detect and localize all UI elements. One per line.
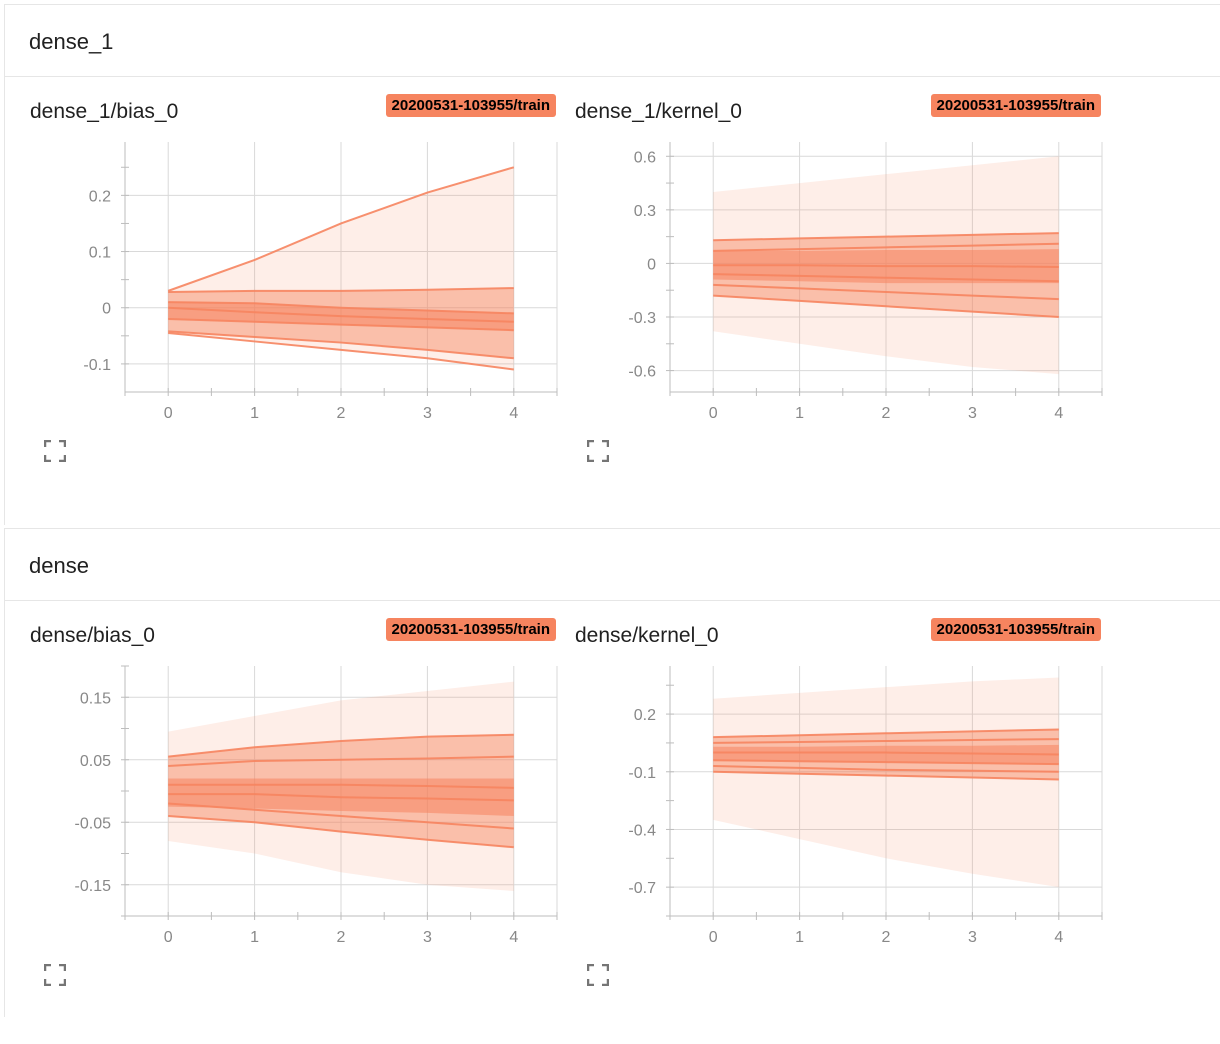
percentile-line	[168, 755, 514, 767]
percentile-line	[713, 728, 1059, 739]
percentile-line	[168, 287, 514, 293]
fullscreen-icon[interactable]	[587, 964, 609, 986]
histogram-chart: 0.2 -0.1 -0.4 -0.7 0 1 2 3 4	[628, 666, 1103, 946]
x-tick-label: 3	[968, 405, 977, 422]
run-badge: 20200531-103955/train	[385, 94, 556, 117]
chart-card: dense_1/kernel_0 20200531-103955/train 0…	[575, 94, 1115, 520]
x-tick-label: 2	[882, 929, 891, 946]
x-tick-label: 1	[250, 929, 259, 946]
chart-title: dense_1/kernel_0	[575, 100, 742, 123]
x-tick-label: 2	[882, 405, 891, 422]
section-title: dense_1	[29, 29, 114, 54]
x-tick-label: 1	[795, 929, 804, 946]
run-badge: 20200531-103955/train	[930, 94, 1101, 117]
section-header[interactable]: dense_1	[5, 5, 1220, 77]
percentile-line	[168, 317, 514, 332]
percentile-line	[713, 283, 1059, 301]
section-dense: dense	[4, 528, 1220, 1017]
chart-title: dense/bias_0	[30, 624, 155, 647]
percentile-line	[713, 294, 1059, 318]
percentile-line	[713, 242, 1059, 252]
percentile-line	[168, 306, 514, 323]
x-tick-label: 2	[337, 405, 346, 422]
fullscreen-icon[interactable]	[44, 964, 66, 986]
x-tick-label: 0	[164, 405, 173, 422]
chart-title: dense/kernel_0	[575, 624, 719, 647]
x-tick-label: 4	[509, 405, 518, 422]
percentile-line	[713, 738, 1059, 744]
x-tick-label: 4	[509, 929, 518, 946]
percentile-line	[167, 166, 515, 292]
y-tick-label: 0.2	[89, 188, 111, 205]
chart-title: dense_1/bias_0	[30, 100, 179, 123]
percentile-line	[713, 273, 1059, 283]
x-tick-label: 1	[250, 405, 259, 422]
percentile-line	[168, 332, 514, 371]
fullscreen-icon[interactable]	[587, 440, 609, 462]
chart-card: dense_1/bias_0 20200531-103955/train 0.2…	[30, 94, 570, 520]
section-header[interactable]: dense	[5, 529, 1220, 601]
y-tick-label: -0.1	[83, 357, 111, 374]
percentile-line	[713, 751, 1059, 756]
histogram-chart: 0.2 0.1 0 -0.1 0 1 2 3 4	[83, 142, 558, 422]
y-tick-label: 0.15	[80, 690, 111, 707]
percentile-line	[168, 301, 514, 315]
percentile-line	[713, 759, 1059, 766]
percentile-line	[713, 765, 1059, 773]
percentile-line	[168, 330, 514, 360]
x-tick-label: 3	[423, 405, 432, 422]
percentile-line	[168, 793, 514, 802]
y-tick-label: -0.3	[628, 310, 656, 327]
percentile-line	[168, 783, 514, 789]
percentile-line	[713, 264, 1059, 268]
y-tick-label: 0.3	[634, 203, 656, 220]
percentile-line	[168, 802, 514, 830]
histogram-chart: 0.6 0.3 0 -0.3 -0.6 0 1 2 3 4	[628, 142, 1103, 422]
x-tick-label: 4	[1054, 929, 1063, 946]
x-tick-label: 1	[795, 405, 804, 422]
y-tick-label: -0.15	[75, 878, 112, 895]
y-tick-label: -0.1	[628, 765, 656, 782]
percentile-line	[713, 232, 1059, 242]
percentile-line	[168, 733, 514, 758]
x-tick-label: 2	[337, 929, 346, 946]
run-badge: 20200531-103955/train	[930, 618, 1101, 641]
x-tick-label: 0	[709, 405, 718, 422]
chart-card: dense/kernel_0 20200531-103955/train 0.2…	[575, 618, 1115, 1044]
distribution-band	[713, 744, 1059, 765]
y-tick-label: -0.6	[628, 364, 656, 381]
x-tick-label: 4	[1054, 405, 1063, 422]
run-badge: 20200531-103955/train	[385, 618, 556, 641]
histogram-chart: 0.15 0.05 -0.05 -0.15 0 1 2 3 4	[75, 665, 558, 946]
fullscreen-icon[interactable]	[44, 440, 66, 462]
section-title: dense	[29, 553, 89, 578]
y-tick-label: 0.05	[80, 753, 111, 770]
percentile-line	[168, 815, 514, 849]
x-tick-label: 0	[164, 929, 173, 946]
y-tick-label: 0	[647, 256, 656, 273]
y-tick-label: -0.05	[75, 815, 112, 832]
percentile-line	[713, 770, 1059, 781]
y-tick-label: 0.2	[634, 707, 656, 724]
y-tick-label: -0.7	[628, 880, 656, 897]
y-tick-label: 0	[102, 301, 111, 318]
x-tick-label: 0	[709, 929, 718, 946]
y-tick-label: 0.1	[89, 245, 111, 262]
y-tick-label: -0.4	[628, 822, 656, 839]
x-tick-label: 3	[968, 929, 977, 946]
y-tick-label: 0.6	[634, 149, 656, 166]
distribution-band	[713, 677, 1059, 888]
chart-card: dense/bias_0 20200531-103955/train 0.15 0…	[30, 618, 570, 1044]
x-tick-label: 3	[423, 929, 432, 946]
